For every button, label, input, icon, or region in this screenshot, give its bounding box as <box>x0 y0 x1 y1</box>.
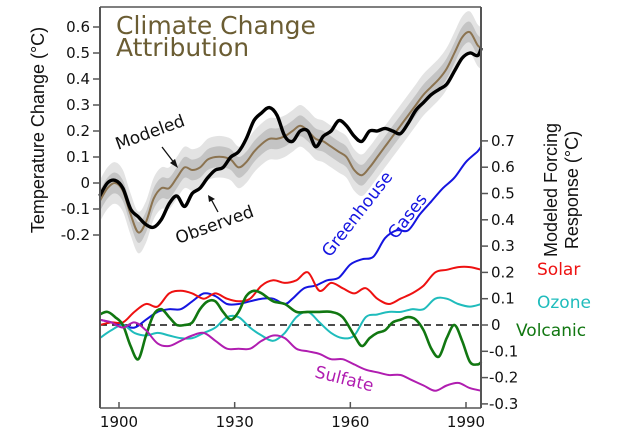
temperature-series-lines <box>98 30 483 234</box>
x-tick-label: 1930 <box>216 413 254 430</box>
observed-annotation: Observed <box>173 202 257 249</box>
observed-temperature-line <box>98 47 483 230</box>
x-tick-label: 1900 <box>100 413 138 430</box>
left-tick-label: 0.4 <box>66 70 90 88</box>
x-ticks: 1900 1930 1960 1990 <box>100 402 485 431</box>
right-y-ticks: -0.3 -0.2 -0.1 0 0.1 0.2 0.3 0.4 0.5 0.6 0.7 <box>481 132 518 413</box>
solar-label: Solar <box>537 260 580 280</box>
greenhouse-label-line-2: Gases <box>384 190 432 243</box>
x-tick-label: 1960 <box>331 413 369 430</box>
right-y-axis-label-line-2: Response (°C) <box>562 131 582 249</box>
volcanic-line <box>99 289 483 366</box>
right-tick-label: -0.2 <box>489 369 518 387</box>
modeled-temperature-line <box>98 30 482 234</box>
right-tick-label: -0.3 <box>489 395 518 413</box>
left-tick-label: -0.2 <box>61 226 90 244</box>
x-tick-label: 1990 <box>447 413 485 430</box>
left-y-axis-label: Temperature Change (°C) <box>28 27 48 233</box>
left-tick-label: 0 <box>80 174 90 192</box>
modeled-arrow-head <box>170 159 178 168</box>
greenhouse-gases-line <box>99 145 483 329</box>
left-tick-label: 0.6 <box>66 18 90 36</box>
forcing-series-lines <box>99 145 483 392</box>
right-tick-label: 0.3 <box>491 237 515 255</box>
left-tick-label: 0.5 <box>66 44 90 62</box>
right-y-axis-label-line-1: Modeled Forcing <box>541 123 561 257</box>
chart-title-line-1: Climate Change <box>116 11 316 40</box>
chart-title-line-2: Attribution <box>116 33 249 62</box>
left-tick-label: 0.1 <box>66 148 90 166</box>
right-tick-label: -0.1 <box>489 342 518 360</box>
right-tick-label: 0.6 <box>491 158 515 176</box>
observed-arrow <box>210 198 219 213</box>
modeled-annotation: Modeled <box>113 111 188 155</box>
observed-arrow-head <box>208 195 215 202</box>
right-tick-label: 0 <box>491 316 501 334</box>
left-tick-label: -0.1 <box>61 200 90 218</box>
volcanic-label: Volcanic <box>516 321 586 341</box>
right-tick-label: 0.4 <box>491 211 515 229</box>
ozone-label: Ozone <box>537 293 591 313</box>
right-tick-label: 0.7 <box>491 132 515 150</box>
left-tick-label: 0.3 <box>66 96 90 114</box>
right-tick-label: 0.5 <box>491 185 515 203</box>
left-y-ticks: -0.2 -0.1 0 0.1 0.2 0.3 0.4 0.5 0.6 <box>61 18 100 244</box>
right-tick-label: 0.1 <box>491 290 515 308</box>
left-tick-label: 0.2 <box>66 122 90 140</box>
solar-line <box>99 265 482 326</box>
sulfate-line <box>99 318 482 392</box>
right-tick-label: 0.2 <box>491 263 515 281</box>
ozone-line <box>99 296 482 342</box>
sulfate-label: Sulfate <box>313 362 376 396</box>
